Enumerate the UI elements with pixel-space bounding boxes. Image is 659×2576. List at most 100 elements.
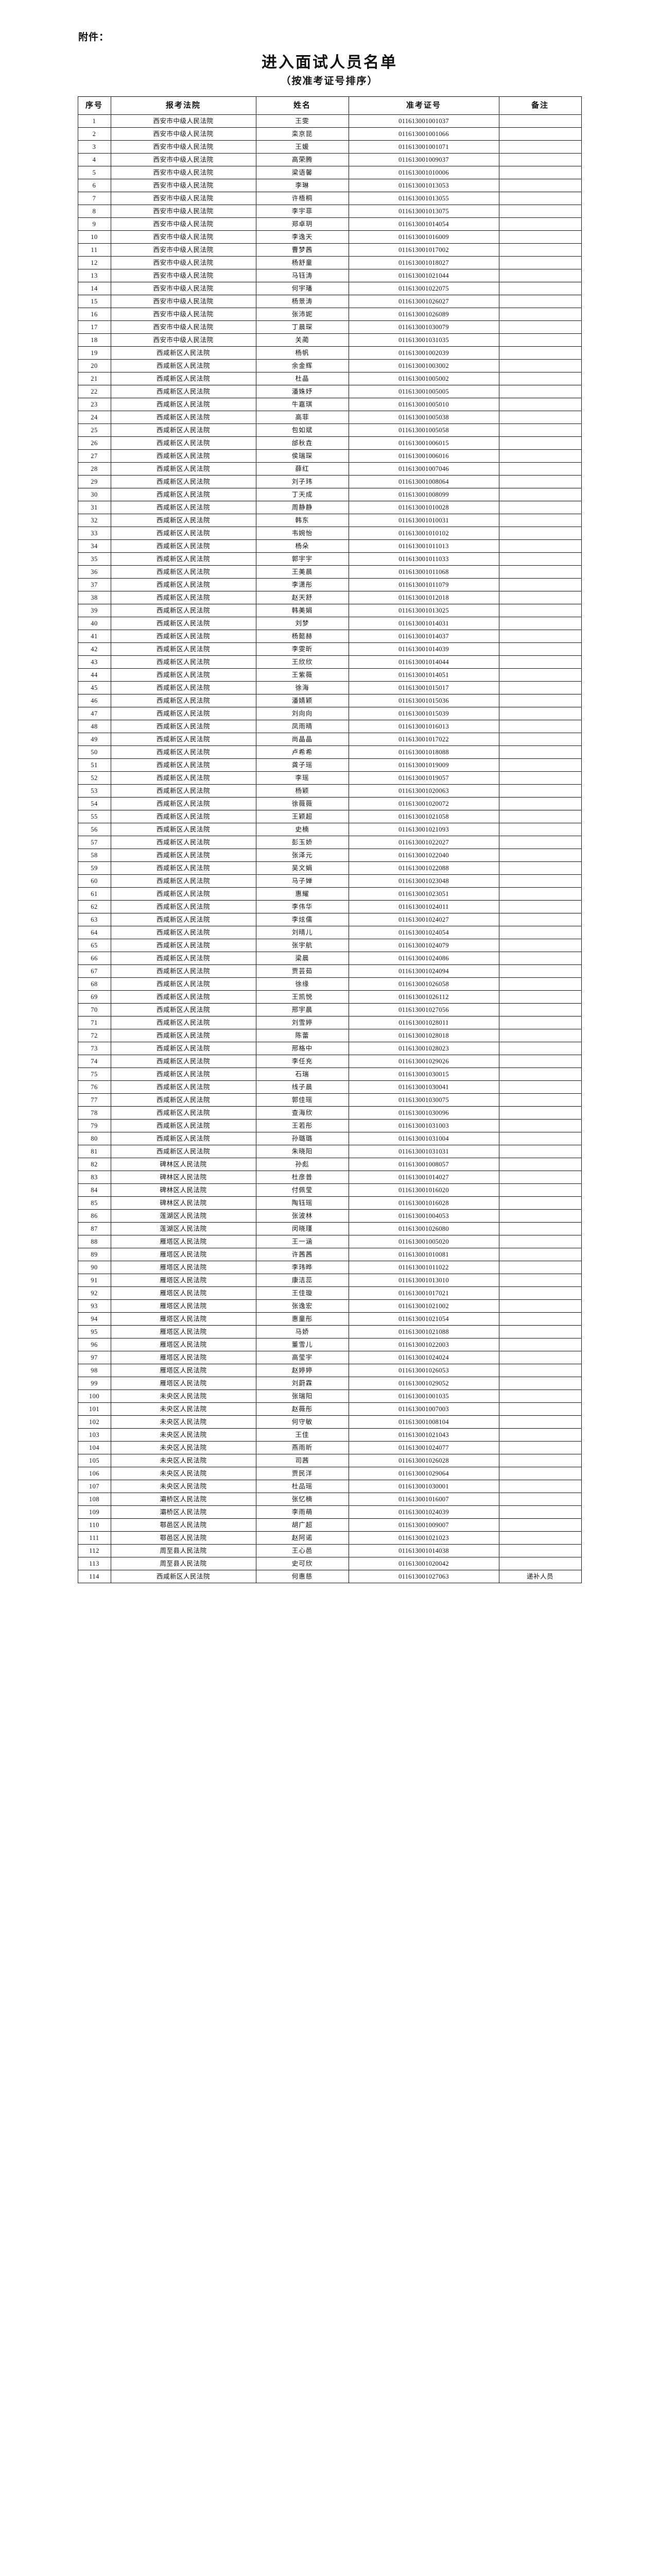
cell-name: 牛嘉琪 (255, 397, 349, 411)
cell-court: 鄠邑区人民法院 (110, 1531, 256, 1545)
table-row: 12 西安市中级人民法院 杨舒童 011613001018027 (77, 256, 582, 269)
cell-index: 95 (77, 1325, 111, 1338)
cell-court: 西咸新区人民法院 (110, 784, 256, 798)
cell-note (498, 1363, 582, 1377)
cell-ticket: 011613001005002 (348, 371, 499, 385)
cell-index: 57 (77, 835, 111, 849)
cell-note (498, 346, 582, 360)
cell-index: 35 (77, 552, 111, 566)
cell-note (498, 1170, 582, 1184)
page-subtitle: （按准考证号排序） (281, 76, 378, 87)
cell-court: 雁塔区人民法院 (110, 1273, 256, 1287)
cell-note (498, 1376, 582, 1390)
table-row: 96 雁塔区人民法院 董雪儿 011613001022003 (77, 1337, 582, 1351)
cell-court: 西安市中级人民法院 (110, 243, 256, 257)
cell-court: 碑林区人民法院 (110, 1196, 256, 1210)
cell-ticket: 011613001007046 (348, 462, 499, 476)
table-row: 58 西咸新区人民法院 张泽元 011613001022040 (77, 848, 582, 862)
cell-index: 112 (77, 1544, 111, 1557)
cell-index: 58 (77, 848, 111, 862)
cell-ticket: 011613001020063 (348, 784, 499, 798)
cell-name: 徐薇薇 (255, 796, 349, 810)
cell-name: 许茜茜 (255, 1247, 349, 1261)
table-row: 72 西咸新区人民法院 陈蕾 011613001028018 (77, 1028, 582, 1042)
cell-note (498, 243, 582, 257)
cell-ticket: 011613001029026 (348, 1054, 499, 1068)
cell-court: 西咸新区人民法院 (110, 990, 256, 1004)
cell-name: 许梧桐 (255, 191, 349, 205)
cell-note (498, 1286, 582, 1300)
cell-court: 西咸新区人民法院 (110, 603, 256, 617)
cell-index: 64 (77, 925, 111, 939)
cell-ticket: 011613001009037 (348, 152, 499, 166)
cell-note (498, 990, 582, 1004)
table-row: 36 西咸新区人民法院 王美晨 011613001011068 (77, 565, 582, 579)
table-row: 79 西咸新区人民法院 王若彤 011613001031003 (77, 1118, 582, 1132)
cell-name: 赵阿诺 (255, 1531, 349, 1545)
table-row: 108 灞桥区人民法院 张忆楠 011613001016007 (77, 1492, 582, 1506)
cell-court: 西咸新区人民法院 (110, 809, 256, 823)
cell-court: 雁塔区人民法院 (110, 1376, 256, 1390)
cell-note (498, 1118, 582, 1132)
cell-note (498, 281, 582, 295)
cell-name: 吴文娟 (255, 861, 349, 875)
cell-index: 53 (77, 784, 111, 798)
table-row: 71 西咸新区人民法院 刘雪婷 011613001028011 (77, 1015, 582, 1029)
cell-ticket: 011613001024086 (348, 951, 499, 965)
table-row: 47 西咸新区人民法院 刘向向 011613001015039 (77, 706, 582, 720)
cell-note (498, 848, 582, 862)
cell-note (498, 874, 582, 888)
table-row: 16 西安市中级人民法院 张沛妮 011613001026089 (77, 307, 582, 321)
table-row: 69 西咸新区人民法院 王凯悦 011613001026112 (77, 990, 582, 1004)
cell-ticket: 011613001026080 (348, 1222, 499, 1235)
cell-index: 32 (77, 513, 111, 527)
cell-court: 西咸新区人民法院 (110, 1106, 256, 1120)
cell-name: 梁语馨 (255, 165, 349, 179)
table-row: 111 鄠邑区人民法院 赵阿诺 011613001021023 (77, 1531, 582, 1545)
cell-index: 6 (77, 178, 111, 192)
table-row: 31 西咸新区人民法院 周静静 011613001010028 (77, 500, 582, 514)
cell-court: 灞桥区人民法院 (110, 1505, 256, 1519)
cell-ticket: 011613001021054 (348, 1312, 499, 1326)
cell-name: 李逸天 (255, 230, 349, 244)
cell-note (498, 1015, 582, 1029)
document-page: 附件： 进入面试人员名单 （按准考证号排序） 序号 报考法院 姓名 准考证号 备… (77, 32, 582, 1583)
cell-name: 邢宇晨 (255, 1003, 349, 1016)
cell-note (498, 165, 582, 179)
column-header-index: 序号 (77, 96, 111, 115)
cell-index: 104 (77, 1440, 111, 1454)
cell-ticket: 011613001026028 (348, 1453, 499, 1467)
cell-name: 邢格中 (255, 1041, 349, 1055)
cell-ticket: 011613001004053 (348, 1209, 499, 1223)
cell-note (498, 1144, 582, 1158)
cell-ticket: 011613001021044 (348, 268, 499, 282)
cell-note (498, 114, 582, 128)
cell-note (498, 500, 582, 514)
table-row: 28 西咸新区人民法院 薛红 011613001007046 (77, 462, 582, 476)
cell-court: 西咸新区人民法院 (110, 1041, 256, 1055)
cell-ticket: 011613001013010 (348, 1273, 499, 1287)
cell-court: 西安市中级人民法院 (110, 230, 256, 244)
cell-name: 马娇 (255, 1325, 349, 1338)
cell-index: 97 (77, 1350, 111, 1364)
cell-court: 雁塔区人民法院 (110, 1325, 256, 1338)
cell-index: 90 (77, 1260, 111, 1274)
table-row: 63 西咸新区人民法院 李炫儒 011613001024027 (77, 912, 582, 926)
table-row: 67 西咸新区人民法院 贾芸茹 011613001024094 (77, 964, 582, 978)
cell-note (498, 1209, 582, 1223)
cell-ticket: 011613001021002 (348, 1299, 499, 1313)
cell-name: 李雯昕 (255, 642, 349, 656)
cell-index: 83 (77, 1170, 111, 1184)
cell-index: 25 (77, 423, 111, 437)
cell-note (498, 268, 582, 282)
cell-court: 西咸新区人民法院 (110, 681, 256, 694)
cell-name: 张宇航 (255, 938, 349, 952)
table-row: 95 雁塔区人民法院 马娇 011613001021088 (77, 1325, 582, 1338)
cell-index: 12 (77, 256, 111, 269)
cell-ticket: 011613001006015 (348, 436, 499, 450)
cell-index: 47 (77, 706, 111, 720)
table-row: 61 西咸新区人民法院 惠耀 011613001023051 (77, 887, 582, 901)
cell-note (498, 513, 582, 527)
cell-index: 11 (77, 243, 111, 257)
column-header-ticket: 准考证号 (348, 96, 499, 115)
